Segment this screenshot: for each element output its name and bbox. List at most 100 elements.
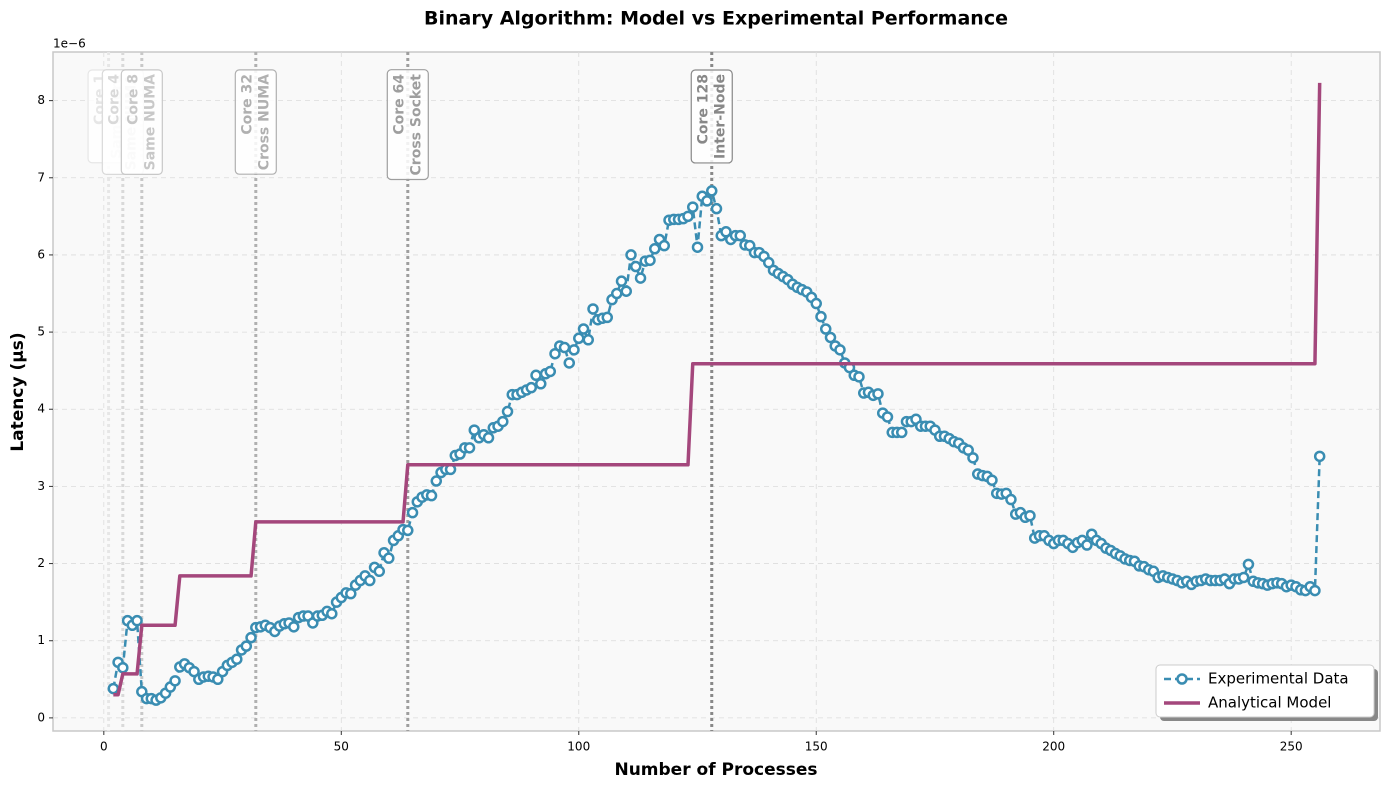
y-tick-label: 0 <box>37 710 45 724</box>
data-point <box>582 334 595 346</box>
annotation-label: Core 8 <box>125 74 141 125</box>
data-point <box>734 229 746 242</box>
annotation-box <box>386 69 429 181</box>
annotation: Core 8 Same NUMA <box>120 69 163 175</box>
data-point <box>682 210 694 223</box>
data-point <box>463 442 476 454</box>
annotation-box <box>120 69 163 175</box>
annotation-label: Cross Socket <box>408 74 424 176</box>
data-point <box>611 287 623 300</box>
data-point <box>1005 493 1017 506</box>
y-axis-label: Latency (µs) <box>8 332 28 451</box>
data-point <box>288 621 300 633</box>
data-point <box>402 524 414 537</box>
annotation-box <box>690 69 733 164</box>
data-point <box>568 344 580 356</box>
annotation: Core 128 Inter-Node <box>690 69 733 164</box>
data-point <box>625 249 637 261</box>
data-point <box>364 574 376 587</box>
annotation: Core 32 Cross NUMA <box>234 69 277 175</box>
chart-title: Binary Algorithm: Model vs Experimental … <box>424 8 1008 30</box>
data-point <box>1081 539 1093 551</box>
y-offset-label: 1e−6 <box>53 37 86 51</box>
data-point <box>615 275 628 287</box>
annotation-label: Core 4 <box>106 74 122 125</box>
legend-label: Experimental Data <box>1208 670 1349 688</box>
data-point <box>497 415 509 428</box>
data-point <box>131 614 143 627</box>
y-tick-label: 1 <box>37 633 45 647</box>
annotation-label: Same NUMA <box>142 74 158 171</box>
data-point <box>535 378 547 390</box>
data-point <box>245 631 257 644</box>
data-point <box>881 411 894 423</box>
data-point <box>345 587 357 600</box>
x-tick-label: 150 <box>805 740 828 754</box>
data-point <box>815 310 827 323</box>
y-tick-label: 4 <box>37 402 45 416</box>
data-point <box>649 243 661 255</box>
x-axis-label: Number of Processes <box>614 760 817 780</box>
legend-label: Analytical Model <box>1208 694 1331 712</box>
series-line <box>113 82 1322 697</box>
data-point <box>231 653 243 665</box>
data-point <box>620 285 633 297</box>
data-point <box>525 381 538 394</box>
data-point <box>810 297 822 310</box>
annotation-label: Inter-Node <box>712 74 728 159</box>
data-point <box>1309 584 1321 597</box>
annotation-label: Core 32 <box>239 74 255 135</box>
data-point <box>819 323 832 335</box>
data-point <box>577 323 590 335</box>
annotation-label: Core 64 <box>391 74 407 135</box>
data-point <box>824 331 837 344</box>
x-tick-label: 250 <box>1280 740 1303 754</box>
data-point <box>544 365 557 378</box>
data-point <box>169 675 181 687</box>
data-point <box>1242 558 1255 571</box>
y-tick-label: 6 <box>37 247 45 261</box>
x-tick-label: 200 <box>1042 740 1065 754</box>
x-tick-label: 50 <box>334 740 349 754</box>
data-point <box>872 388 884 400</box>
annotation-box <box>234 69 277 175</box>
data-point <box>691 241 704 253</box>
annotation-label: Core 128 <box>695 74 711 144</box>
data-point <box>240 640 253 652</box>
data-point <box>706 185 718 197</box>
data-point <box>383 552 395 564</box>
x-tick-label: 0 <box>100 740 108 754</box>
data-point <box>501 405 514 418</box>
data-point <box>634 272 647 284</box>
data-point <box>373 565 386 578</box>
annotation-label: Cross NUMA <box>256 74 272 170</box>
x-tick-label: 100 <box>567 740 590 754</box>
data-point <box>558 341 571 354</box>
data-point <box>687 201 699 213</box>
data-point <box>834 344 846 356</box>
data-point <box>482 432 495 444</box>
annotation: Core 64 Cross Socket <box>386 69 429 181</box>
data-point <box>107 682 120 695</box>
data-point <box>1313 450 1326 463</box>
y-tick-label: 2 <box>37 556 45 570</box>
y-tick-label: 3 <box>37 479 45 493</box>
data-point <box>1024 509 1036 522</box>
data-point <box>425 489 438 502</box>
data-point <box>658 239 671 252</box>
data-point <box>986 474 998 486</box>
data-point <box>630 260 642 273</box>
y-tick-label: 5 <box>37 325 45 339</box>
data-point <box>573 332 585 345</box>
legend <box>1155 664 1375 718</box>
data-point <box>895 426 908 439</box>
data-point <box>601 311 614 324</box>
data-point <box>587 303 599 315</box>
data-point <box>406 506 419 519</box>
y-tick-label: 7 <box>37 170 45 184</box>
data-point <box>644 254 656 267</box>
data-point <box>430 475 443 487</box>
data-point <box>853 371 865 383</box>
data-point <box>326 607 338 620</box>
